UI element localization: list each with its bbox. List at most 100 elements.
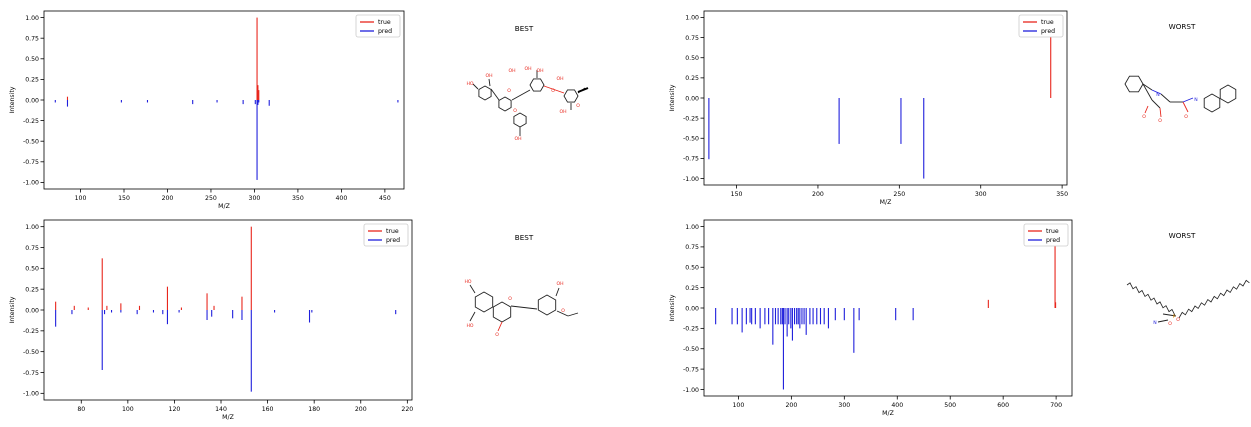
bond <box>490 88 500 101</box>
y-tick-label: 0.25 <box>25 77 39 84</box>
atom-label: O <box>507 88 511 94</box>
legend-label-pred: pred <box>378 28 392 35</box>
molecule-isatin-thiq: O O N O N <box>1124 75 1237 124</box>
y-tick-label: 0.25 <box>25 286 39 293</box>
atom-label: HO <box>466 323 473 329</box>
bond <box>567 312 579 317</box>
bond <box>1151 89 1162 95</box>
y-tick-label: 0.00 <box>25 307 39 314</box>
y-tick-label: -0.75 <box>683 366 699 373</box>
y-tick-label: 0.00 <box>25 97 39 104</box>
plot-frame <box>703 10 1068 186</box>
x-tick-label: 400 <box>891 402 903 409</box>
y-tick-label: 0.50 <box>25 266 39 273</box>
x-tick-label: 100 <box>122 406 134 413</box>
y-tick-label: -1.00 <box>23 180 39 187</box>
atom-label: OH <box>536 68 543 74</box>
side-label-worst: WORST <box>1169 231 1196 240</box>
y-tick-label: 0.50 <box>25 56 39 63</box>
atom-label: HO <box>464 279 471 285</box>
bond <box>1182 97 1194 103</box>
bond <box>510 305 538 310</box>
atom-label: OH <box>556 281 563 287</box>
ring <box>474 291 494 313</box>
x-tick-label: 250 <box>205 195 217 202</box>
plot-frame <box>703 219 1073 397</box>
atom-label: O <box>513 108 517 114</box>
series-pred <box>55 310 397 392</box>
bond <box>1162 313 1177 317</box>
x-tick-label: 450 <box>379 195 391 202</box>
y-tick-label: -1.00 <box>683 387 699 394</box>
alkyl-chain <box>1178 279 1250 319</box>
x-tick-label: 200 <box>355 406 367 413</box>
bond <box>469 284 476 294</box>
legend: true pred <box>355 14 401 38</box>
atom-label: O <box>1176 317 1180 323</box>
ring <box>478 85 492 101</box>
atom-label: O <box>495 332 499 338</box>
legend-label-pred: pred <box>1041 28 1055 35</box>
spectrum-chart-2: 1.00 0.75 0.50 0.25 0.00 -0.25 -0.50 -0.75 -1.00… <box>669 10 1068 206</box>
y-tick-label: -0.50 <box>683 346 699 353</box>
y-tick-label: 1.00 <box>685 15 699 22</box>
bond <box>1159 107 1162 118</box>
legend: true pred <box>363 223 409 247</box>
x-tick-label: 200 <box>812 191 824 198</box>
legend-label-true: true <box>1046 228 1059 235</box>
bond <box>1160 93 1171 103</box>
y-tick-label: 0.25 <box>685 75 699 82</box>
atom-label: OH <box>514 136 521 142</box>
side-label-best: BEST <box>515 233 534 242</box>
ring <box>513 112 527 128</box>
wedge-bond <box>577 87 589 93</box>
x-tick-label: 120 <box>169 406 181 413</box>
atom-label: O <box>508 296 512 302</box>
atom-label: OH <box>524 66 531 72</box>
y-axis-label: Intensity <box>9 296 16 323</box>
x-tick-label: 300 <box>975 191 987 198</box>
side-label-best: BEST <box>515 24 534 33</box>
plot-frame <box>43 219 413 401</box>
y-tick-label: -0.75 <box>683 156 699 163</box>
x-tick-label: 300 <box>838 402 850 409</box>
y-tick-label: -0.25 <box>23 118 39 125</box>
bond <box>488 78 491 87</box>
x-axis-label: M/Z <box>218 203 230 210</box>
legend: true pred <box>1018 14 1064 38</box>
x-tick-label: 150 <box>118 195 130 202</box>
atom-label: O <box>1168 321 1172 327</box>
legend-label-true: true <box>1041 19 1054 26</box>
x-tick-label: 200 <box>162 195 174 202</box>
atom-label: OH <box>485 73 492 79</box>
series-pred <box>708 98 925 179</box>
spectrum-chart-4: 1.00 0.75 0.50 0.25 0.00 -0.25 -0.50 -0.75 -1.00… <box>669 219 1073 417</box>
series-true <box>55 226 252 310</box>
ring <box>563 89 579 103</box>
y-tick-label: 0.50 <box>685 55 699 62</box>
ring <box>492 301 512 323</box>
bond <box>1151 99 1161 109</box>
y-axis-label: Intensity <box>669 294 676 321</box>
ring <box>498 96 512 112</box>
ring <box>529 78 545 92</box>
atom-label: N <box>1153 320 1156 326</box>
bond <box>543 85 565 94</box>
x-tick-label: 150 <box>731 191 743 198</box>
molecule-lipid: N OOP <box>1126 279 1250 327</box>
series-pred <box>715 308 914 390</box>
legend-label-pred: pred <box>386 237 400 244</box>
y-tick-label: 0.75 <box>25 35 39 42</box>
bond <box>472 83 479 90</box>
x-tick-label: 200 <box>785 402 797 409</box>
x-axis-label: M/Z <box>882 410 894 417</box>
spectrum-chart-1: 1.00 0.75 0.50 0.25 0.00 -0.25 -0.50 -0.75 -1.00… <box>9 10 405 210</box>
y-tick-label: 0.75 <box>685 35 699 42</box>
ring <box>1219 84 1237 104</box>
bond <box>1142 83 1153 101</box>
bond <box>511 89 531 101</box>
bond <box>1182 101 1189 113</box>
bond <box>1144 105 1149 114</box>
